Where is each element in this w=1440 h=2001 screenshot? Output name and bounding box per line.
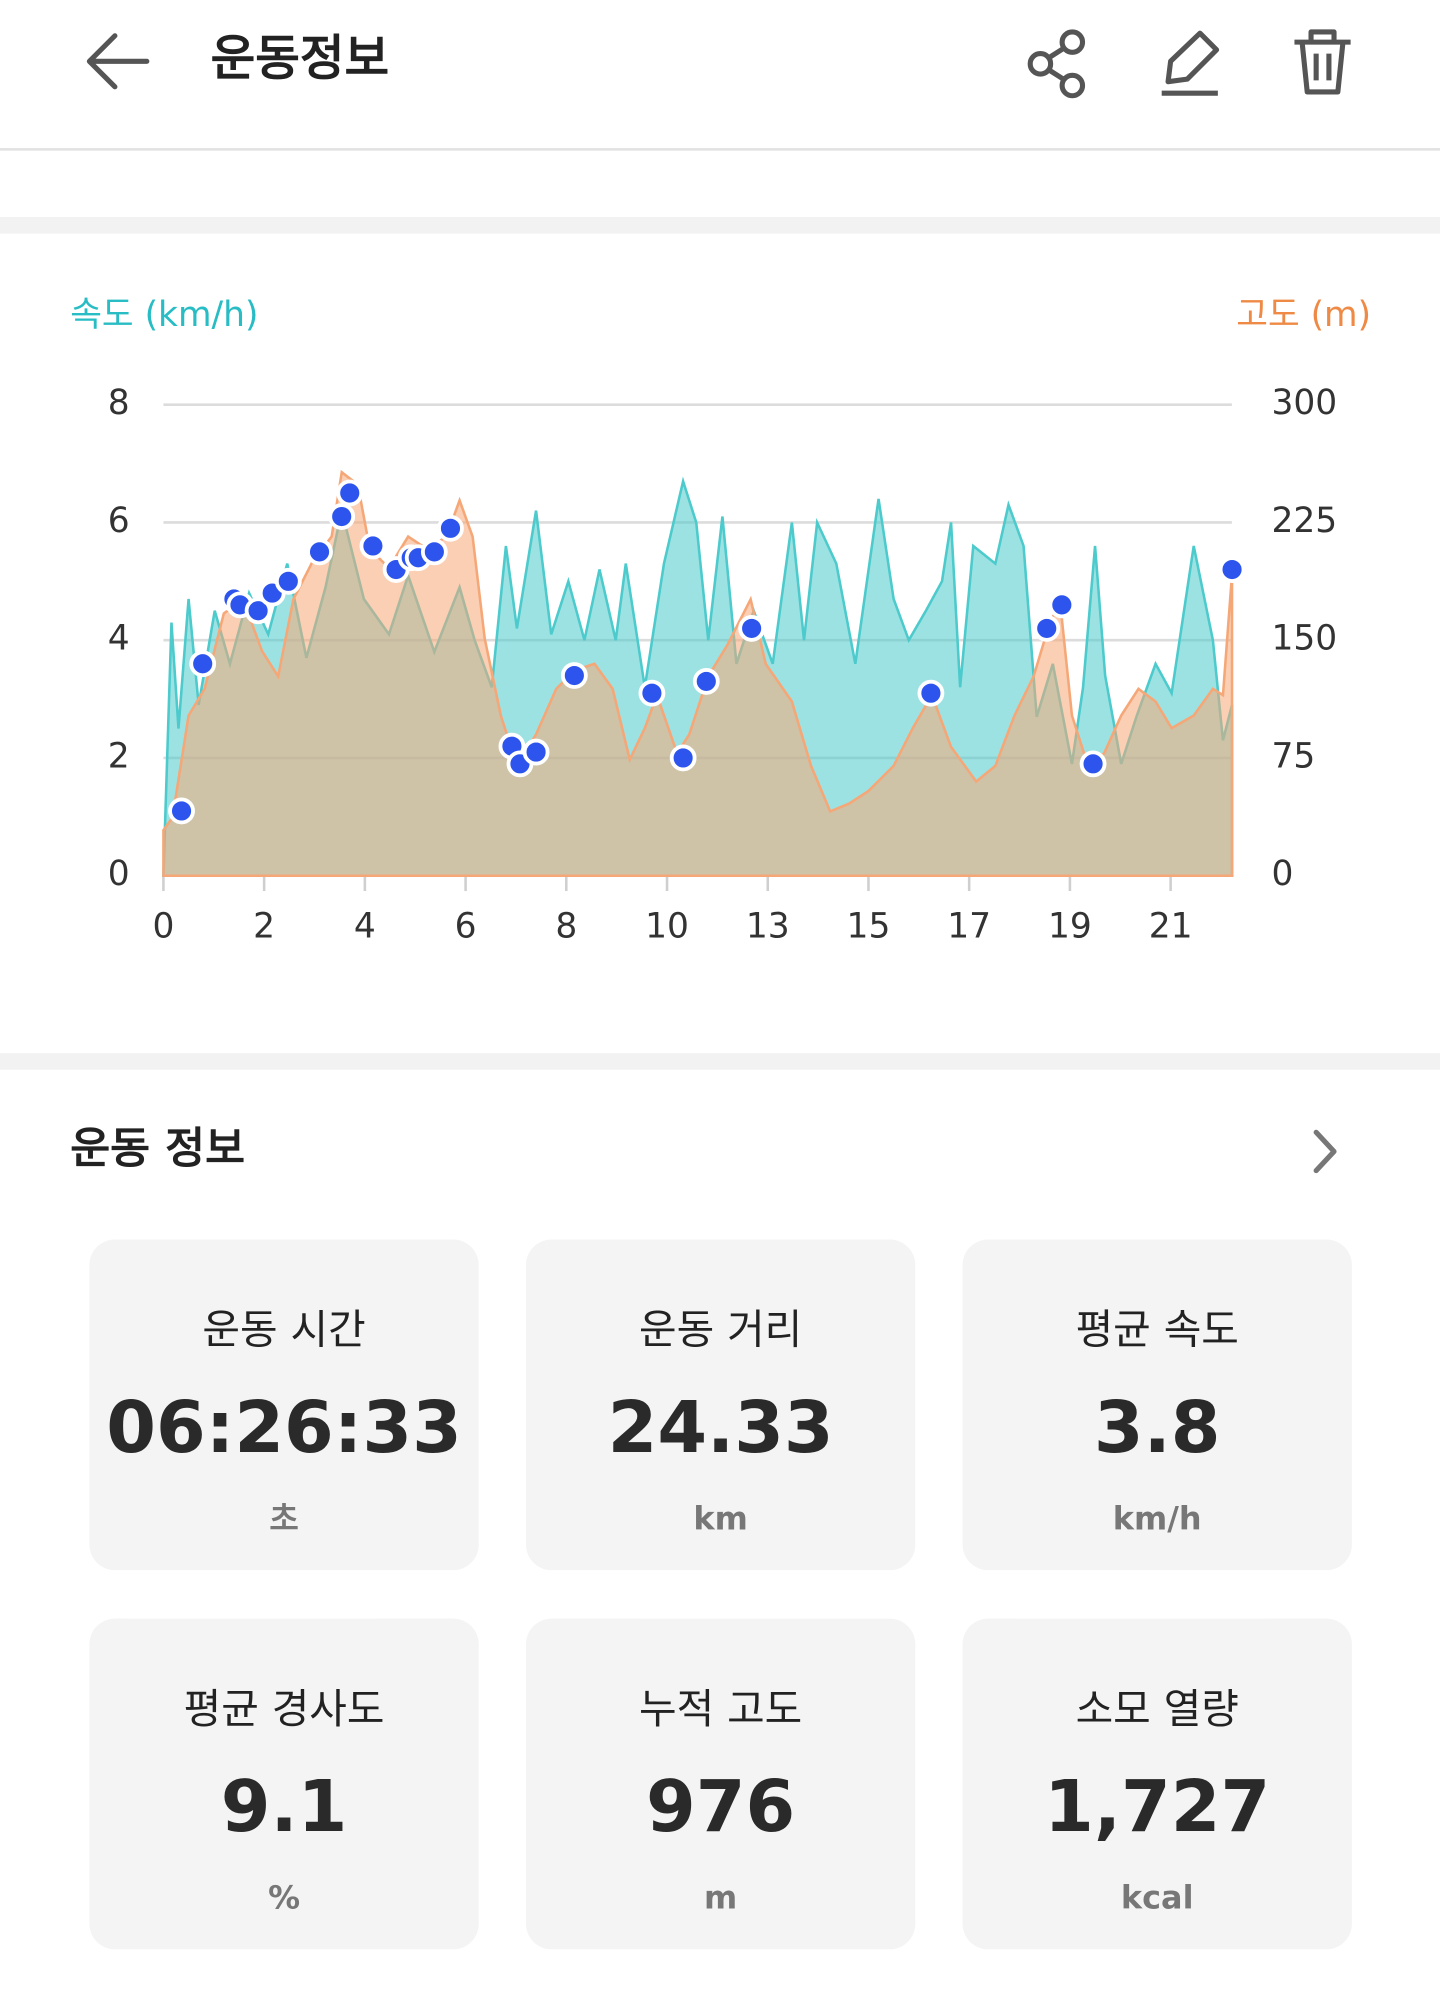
y2-tick-label: 225 — [1271, 501, 1337, 541]
edit-button[interactable] — [1161, 30, 1220, 96]
delete-icon — [1294, 29, 1351, 95]
y-tick-label: 6 — [108, 501, 130, 541]
y-axis-label: 속도 (km/h) — [70, 295, 258, 335]
chart: 0 2 4 6 8 0 75 150 225 300 0 2 4 6 8 10 13 15 17 19 21 — [108, 383, 1337, 946]
share-icon — [1059, 72, 1086, 99]
waypoint-marker — [168, 797, 195, 825]
x-tick-label: 15 — [847, 907, 891, 947]
chevron[interactable] — [1313, 1129, 1337, 1174]
waypoint-marker — [1218, 556, 1246, 583]
waypoint-marker — [638, 679, 666, 707]
share-icon — [1027, 51, 1054, 77]
stat-card: 운동 거리 24.33 km — [525, 1239, 916, 1571]
card-unit: m — [704, 1879, 737, 1917]
card-background — [89, 1239, 479, 1571]
waypoint-marker — [420, 538, 448, 566]
card-label: 운동 시간 — [202, 1306, 365, 1354]
waypoint-marker — [306, 538, 333, 566]
card-background — [962, 1618, 1352, 1950]
divider — [0, 148, 1440, 151]
stat-card: 운동 시간 06:26:33 초 — [89, 1239, 479, 1571]
waypoint-marker — [274, 567, 302, 595]
delete-button[interactable] — [1294, 29, 1351, 95]
back-icon — [86, 33, 150, 90]
x-tick-label: 2 — [253, 907, 275, 947]
waypoint-marker — [328, 503, 356, 530]
waypoint-marker — [437, 514, 464, 542]
y2-tick-label: 150 — [1271, 619, 1337, 659]
card-background — [89, 1618, 479, 1950]
x-tick-label: 4 — [354, 907, 376, 947]
x-tick-label: 13 — [746, 907, 790, 947]
waypoint-marker — [244, 597, 272, 625]
share-icon — [1059, 29, 1086, 55]
card-background — [525, 1239, 916, 1571]
stat-card: 소모 열량 1,727 kcal — [962, 1618, 1352, 1950]
waypoint-marker — [189, 650, 217, 678]
card-unit: kcal — [1121, 1879, 1194, 1917]
waypoint-marker — [1048, 591, 1076, 619]
waypoint-marker — [336, 479, 364, 507]
waypoint-marker — [692, 668, 720, 695]
stat-card: 평균 속도 3.8 km/h — [962, 1239, 1352, 1571]
y-tick-label: 2 — [108, 736, 130, 776]
card-label: 평균 경사도 — [184, 1685, 385, 1733]
waypoint-marker — [669, 744, 697, 772]
card-unit: % — [268, 1879, 300, 1917]
waypoint-marker — [1033, 615, 1061, 642]
waypoint-marker — [917, 679, 945, 707]
waypoint-marker — [738, 615, 766, 642]
card-label: 소모 열량 — [1076, 1685, 1239, 1733]
x-tick-label: 19 — [1048, 907, 1092, 947]
y2-tick-label: 0 — [1271, 854, 1293, 894]
card-value: 3.8 — [1094, 1386, 1221, 1469]
x-tick-label: 21 — [1149, 907, 1193, 947]
y2-axis-label: 고도 (m) — [1236, 295, 1371, 335]
section-gap — [0, 217, 1440, 234]
card-value: 1,727 — [1044, 1765, 1270, 1848]
waypoint-marker — [522, 738, 550, 766]
card-label: 누적 고도 — [639, 1685, 802, 1733]
y2-tick-label: 75 — [1271, 736, 1315, 776]
y-tick-label: 8 — [108, 383, 130, 423]
edit-icon — [1165, 30, 1220, 85]
waypoint-marker — [560, 662, 588, 689]
x-tick-label: 10 — [645, 907, 689, 947]
share-button[interactable] — [1027, 29, 1086, 99]
card-unit: km/h — [1113, 1499, 1202, 1537]
x-tick-label: 8 — [555, 907, 577, 947]
x-tick-label: 0 — [152, 907, 174, 947]
y-tick-label: 0 — [108, 854, 130, 894]
back-button[interactable] — [86, 33, 150, 90]
share-icon — [1047, 46, 1065, 82]
section-gap — [0, 1053, 1440, 1070]
card-background — [962, 1239, 1352, 1571]
card-label: 운동 거리 — [639, 1306, 802, 1354]
section-title: 운동 정보 — [70, 1124, 245, 1174]
y-tick-label: 4 — [108, 619, 130, 659]
card-label: 평균 속도 — [1076, 1306, 1239, 1354]
card-unit: km — [693, 1499, 747, 1537]
x-tick-label: 17 — [947, 907, 991, 947]
stat-card: 평균 경사도 9.1% — [89, 1618, 479, 1950]
waypoint-marker — [359, 532, 387, 560]
card-value: 976 — [646, 1765, 795, 1848]
stat-card: 누적 고도 976 m — [525, 1618, 916, 1950]
x-tick-label: 6 — [455, 907, 477, 947]
card-value: 06:26:33 — [106, 1386, 462, 1469]
header-title: 운동정보 — [211, 30, 389, 86]
waypoint-marker — [1079, 750, 1107, 778]
card-value: 24.33 — [608, 1386, 834, 1469]
y2-tick-label: 300 — [1271, 383, 1337, 423]
card-background — [525, 1618, 916, 1950]
card-value: 9.1 — [221, 1765, 348, 1848]
card-unit: 초 — [269, 1499, 298, 1537]
